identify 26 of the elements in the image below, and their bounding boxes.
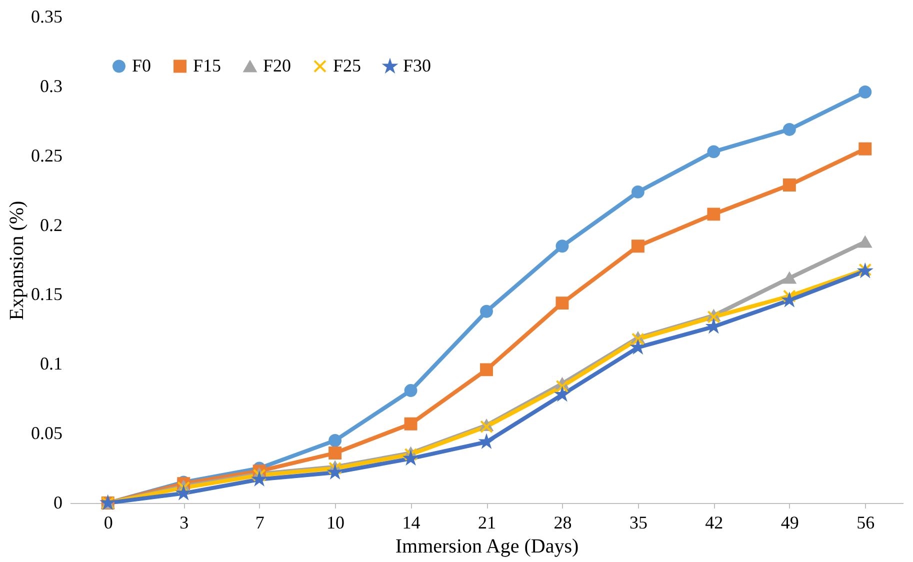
x-tick-label: 49 xyxy=(780,512,799,532)
legend-label: F0 xyxy=(132,55,152,76)
y-tick-label: 0.25 xyxy=(31,145,62,166)
y-tick-label: 0.15 xyxy=(31,284,62,304)
y-tick-label: 0 xyxy=(54,492,62,512)
y-tick-label: 0.3 xyxy=(40,76,62,96)
y-tick-label: 0.1 xyxy=(40,354,62,374)
legend-label: F25 xyxy=(333,55,362,76)
x-tick-label: 56 xyxy=(856,512,875,532)
x-tick-label: 35 xyxy=(629,512,648,532)
x-tick-label: 0 xyxy=(104,512,113,532)
x-tick-label: 21 xyxy=(478,512,496,532)
y-axis-title: Expansion (%) xyxy=(6,200,28,320)
x-tick-label: 10 xyxy=(326,512,345,532)
legend-label: F20 xyxy=(263,56,292,76)
x-tick-label: 42 xyxy=(705,512,724,532)
x-tick-label: 14 xyxy=(402,512,420,532)
legend-label: F30 xyxy=(403,56,432,76)
x-tick-label: 3 xyxy=(180,512,189,532)
x-tick-label: 28 xyxy=(554,512,572,532)
legend-label: F15 xyxy=(193,55,222,76)
x-tick-label: 7 xyxy=(255,512,264,532)
y-tick-label: 0.35 xyxy=(31,6,62,26)
x-axis-title: Immersion Age (Days) xyxy=(395,536,579,558)
y-tick-label: 0.05 xyxy=(31,423,62,444)
y-tick-label: 0.2 xyxy=(40,214,62,235)
